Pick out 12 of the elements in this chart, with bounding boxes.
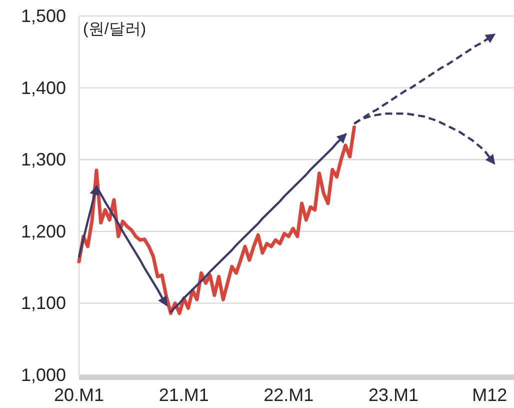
y-tick-label: 1,300 <box>20 150 66 170</box>
y-tick-label: 1,200 <box>20 221 66 242</box>
y-tick-label: 1,500 <box>20 6 66 26</box>
x-tick-label: 22.M1 <box>264 385 314 405</box>
x-tick-label: 23.M1 <box>368 385 419 405</box>
x-tick-label: 20.M1 <box>54 385 104 405</box>
y-tick-label: 1,000 <box>20 365 66 385</box>
x-tick-label: M12 <box>472 385 508 405</box>
x-tick-label: 21.M1 <box>158 385 209 405</box>
y-tick-label: 1,100 <box>20 293 66 314</box>
y-axis-title: (원/달러) <box>83 21 146 38</box>
y-tick-label: 1,400 <box>20 78 66 98</box>
